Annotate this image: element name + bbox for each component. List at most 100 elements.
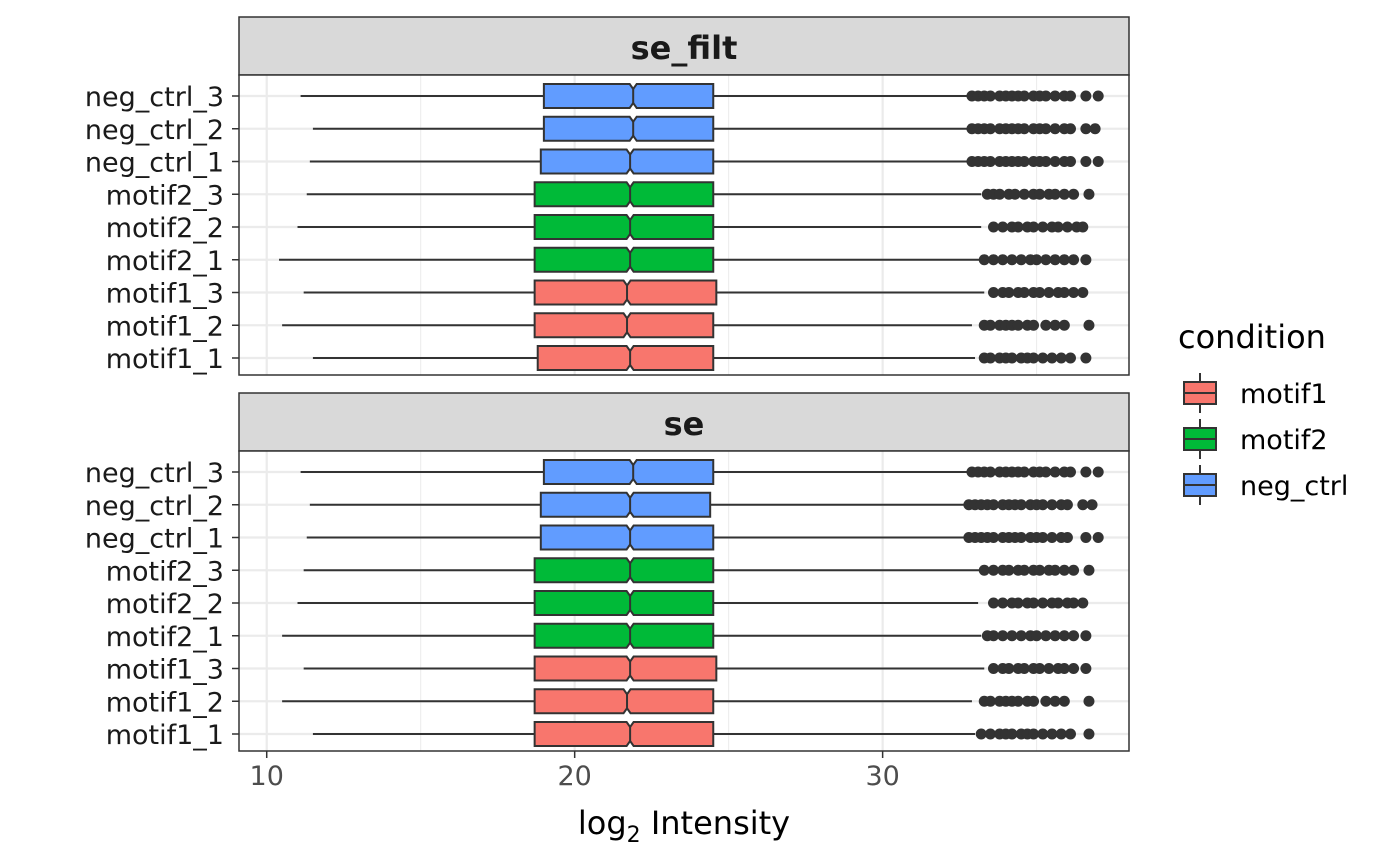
outlier-point [1040, 466, 1052, 478]
outlier-point [1064, 123, 1076, 135]
outlier-point [1068, 188, 1080, 200]
outlier-point [1086, 499, 1098, 511]
outlier-point [1052, 221, 1064, 233]
outlier-point [1049, 466, 1061, 478]
outlier-point [987, 532, 999, 543]
legend-label: motif1 [1240, 379, 1328, 410]
outlier-point [984, 728, 996, 740]
notched-box [533, 279, 718, 306]
outlier-point [1018, 123, 1030, 135]
outlier-point [1089, 123, 1101, 135]
outlier-point [1055, 352, 1067, 364]
box-neg_ctrl_2 [312, 115, 1101, 142]
outlier-point [1015, 630, 1027, 642]
notched-box [539, 148, 715, 175]
y-tick-label: neg_ctrl_3 [85, 458, 224, 489]
outlier-point [1034, 287, 1046, 298]
outlier-point [1092, 90, 1104, 102]
box-motif1_3 [303, 655, 1092, 682]
outlier-point [1068, 287, 1080, 298]
outlier-point [1064, 728, 1076, 740]
outlier-point [1068, 630, 1080, 642]
legend-keys: motif1 motif2 neg_ctrl [1183, 373, 1348, 505]
outlier-point [1043, 663, 1055, 674]
notched-box [533, 655, 718, 682]
y-tick-label: motif1_1 [106, 720, 224, 751]
x-axis-label-base: log [578, 804, 627, 842]
outlier-point [1068, 597, 1080, 609]
outlier-point [1043, 287, 1055, 298]
outlier-point [1061, 499, 1073, 511]
legend-label: motif2 [1240, 425, 1328, 456]
outlier-point [1064, 156, 1076, 167]
facet-strip-background [238, 16, 1130, 76]
facet-panel-se: se neg_ctrl_3neg_ctrl_2neg_ctrl_1motif2_… [85, 392, 1130, 752]
outlier-point [984, 123, 996, 135]
outlier-point [1092, 532, 1104, 543]
y-tick-label: motif2_1 [106, 246, 224, 277]
notched-box [536, 345, 715, 371]
outlier-point [1058, 630, 1070, 642]
outlier-point [1049, 123, 1061, 135]
outlier-point [1028, 319, 1040, 331]
box-motif1_2 [282, 688, 1095, 715]
outlier-point [1049, 564, 1061, 576]
outlier-point [997, 221, 1009, 233]
outlier-point [1037, 728, 1049, 740]
outlier-point [1068, 564, 1080, 576]
outlier-point [1037, 499, 1049, 511]
outlier-point [1080, 466, 1092, 478]
x-tick-label: 30 [865, 761, 899, 792]
outlier-point [1049, 254, 1061, 266]
outlier-point [1018, 188, 1030, 200]
box-neg_ctrl_2 [309, 491, 1098, 518]
outlier-point [1058, 188, 1070, 200]
outlier-point [1037, 221, 1049, 233]
y-tick-label: motif1_3 [106, 655, 224, 686]
outlier-point [1092, 466, 1104, 478]
outlier-point [1031, 254, 1043, 266]
outlier-point [987, 597, 999, 609]
legend-key-neg_ctrl: neg_ctrl [1183, 465, 1348, 505]
box-motif2_3 [306, 181, 1095, 208]
outlier-point [1080, 123, 1092, 135]
y-tick-label: motif2_3 [106, 180, 224, 211]
panel-border [238, 74, 1130, 376]
outlier-point [1018, 156, 1030, 167]
outlier-point [1012, 695, 1024, 707]
outlier-point [1061, 221, 1073, 233]
facet-plot-area: neg_ctrl_3neg_ctrl_2neg_ctrl_1motif2_3mo… [85, 450, 1130, 752]
facet-strip-title: se [664, 405, 705, 443]
facet-panel-se-filt: se_filt neg_ctrl_3neg_ctrl_2neg_ctrl_1mo… [85, 16, 1130, 376]
outlier-point [1058, 254, 1070, 266]
notched-box [542, 83, 715, 109]
panel-border [238, 450, 1130, 752]
outlier-point [1028, 728, 1040, 740]
x-axis: 10 20 30 [250, 751, 900, 792]
outlier-point [1080, 352, 1092, 364]
notched-box [533, 688, 715, 715]
outlier-point [997, 630, 1009, 642]
outlier-point [1037, 532, 1049, 543]
y-tick-label: neg_ctrl_1 [85, 524, 224, 555]
y-tick-label: motif1_3 [106, 279, 224, 310]
outlier-point [1080, 630, 1092, 642]
outlier-point [1015, 254, 1027, 266]
outlier-point [1003, 663, 1015, 674]
box-neg_ctrl_1 [306, 524, 1104, 551]
legend-label: neg_ctrl [1240, 471, 1348, 502]
outlier-point [994, 188, 1006, 200]
outlier-point [1028, 221, 1040, 233]
y-tick-label: neg_ctrl_2 [85, 115, 224, 146]
outlier-point [1046, 532, 1058, 543]
outlier-point [1068, 254, 1080, 266]
outlier-point [987, 663, 999, 674]
outlier-point [1018, 564, 1030, 576]
box-motif1_1 [312, 721, 1095, 747]
y-tick-label: motif1_1 [106, 344, 224, 375]
outlier-point [1040, 156, 1052, 167]
outlier-point [1049, 695, 1061, 707]
outlier-point [987, 287, 999, 298]
outlier-point [1077, 499, 1089, 511]
